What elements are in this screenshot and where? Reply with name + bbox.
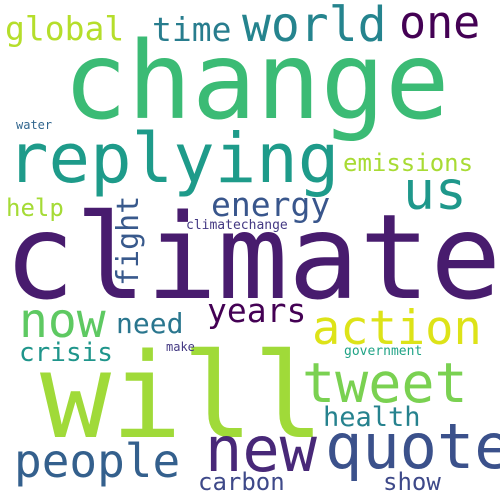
word-health: health (323, 402, 421, 433)
word-years: years (207, 291, 307, 330)
word-show: show (383, 468, 441, 496)
word-tweet: tweet (302, 351, 468, 415)
word-water: water (16, 118, 53, 132)
word-will: will (40, 327, 325, 465)
word-replying: replying (7, 119, 340, 199)
word-need: need (116, 307, 184, 340)
word-government: government (344, 344, 423, 359)
word-fight: fight (111, 190, 146, 286)
word-carbon: carbon (198, 468, 285, 496)
word-make: make (166, 340, 195, 354)
word-quote: quote (325, 410, 500, 483)
word-one: one (399, 0, 481, 49)
word-action: action (312, 301, 482, 356)
word-us: us (403, 161, 467, 222)
word-energy: energy (211, 185, 331, 224)
word-change: change (63, 20, 450, 144)
word-fight-text: fight (111, 195, 146, 286)
word-now: now (19, 293, 106, 349)
word-emissions: emissions (343, 149, 474, 177)
word-global: global (5, 9, 125, 48)
word-climatechange: climatechange (186, 218, 288, 233)
word-people: people (14, 434, 181, 488)
word-world: world (242, 0, 387, 53)
word-crisis: crisis (19, 338, 113, 368)
word-new: new (205, 413, 317, 486)
word-help: help (6, 194, 64, 222)
word-time: time (152, 10, 232, 49)
word-climate: climate (4, 188, 500, 326)
